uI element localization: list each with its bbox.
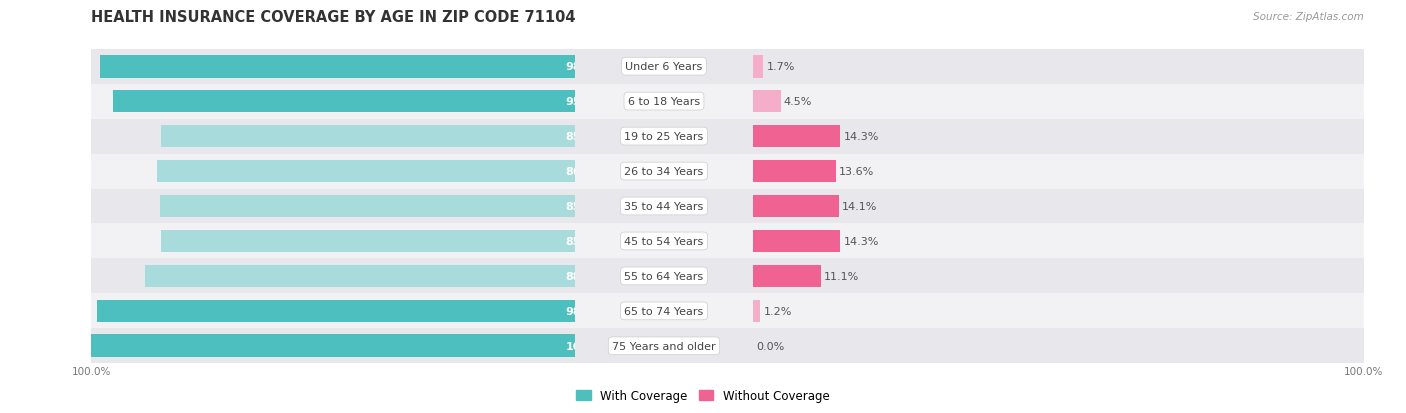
Bar <box>100 56 575 78</box>
Text: 75 Years and older: 75 Years and older <box>612 341 716 351</box>
Text: 19 to 25 Years: 19 to 25 Years <box>624 132 703 142</box>
Text: 35 to 44 Years: 35 to 44 Years <box>624 202 703 211</box>
Text: 88.9%: 88.9% <box>565 271 605 281</box>
Bar <box>754 84 1364 119</box>
Text: 98.3%: 98.3% <box>565 62 603 72</box>
Bar <box>575 154 754 189</box>
Text: Source: ZipAtlas.com: Source: ZipAtlas.com <box>1253 12 1364 22</box>
Text: 45 to 54 Years: 45 to 54 Years <box>624 236 703 247</box>
Text: 98.8%: 98.8% <box>565 306 605 316</box>
Text: 26 to 34 Years: 26 to 34 Years <box>624 166 703 177</box>
Text: 1.2%: 1.2% <box>763 306 792 316</box>
Bar <box>575 224 754 259</box>
Bar <box>91 154 575 189</box>
Bar <box>145 265 575 287</box>
Text: 85.9%: 85.9% <box>565 202 603 211</box>
Bar <box>754 230 841 253</box>
Bar <box>754 56 763 78</box>
Bar <box>157 160 575 183</box>
Text: 0.0%: 0.0% <box>756 341 785 351</box>
Bar <box>575 294 754 329</box>
Text: 100.0%: 100.0% <box>565 341 612 351</box>
Bar <box>754 126 841 148</box>
Bar <box>97 300 575 323</box>
Bar <box>754 265 821 287</box>
Bar <box>112 90 575 113</box>
Bar <box>754 329 1364 363</box>
Bar <box>575 84 754 119</box>
Bar <box>575 189 754 224</box>
Bar <box>754 189 1364 224</box>
Bar <box>754 160 837 183</box>
Text: 6 to 18 Years: 6 to 18 Years <box>628 97 700 107</box>
Text: 85.7%: 85.7% <box>565 132 603 142</box>
Text: HEALTH INSURANCE COVERAGE BY AGE IN ZIP CODE 71104: HEALTH INSURANCE COVERAGE BY AGE IN ZIP … <box>91 10 576 25</box>
Bar <box>754 294 1364 329</box>
Bar <box>754 300 761 323</box>
Bar <box>91 329 575 363</box>
Bar <box>575 329 754 363</box>
Bar <box>754 259 1364 294</box>
Text: 14.3%: 14.3% <box>844 132 879 142</box>
Bar <box>159 195 575 218</box>
Text: 95.5%: 95.5% <box>565 97 603 107</box>
Text: 14.1%: 14.1% <box>842 202 877 211</box>
Bar <box>160 230 575 253</box>
Bar <box>754 90 780 113</box>
Legend: With Coverage, Without Coverage: With Coverage, Without Coverage <box>572 385 834 407</box>
Bar <box>91 224 575 259</box>
Text: 1.7%: 1.7% <box>766 62 794 72</box>
Bar <box>754 119 1364 154</box>
Bar <box>575 119 754 154</box>
Bar <box>91 119 575 154</box>
Text: 14.3%: 14.3% <box>844 236 879 247</box>
Bar <box>91 84 575 119</box>
Text: 11.1%: 11.1% <box>824 271 859 281</box>
Text: 86.4%: 86.4% <box>565 166 605 177</box>
Text: 55 to 64 Years: 55 to 64 Years <box>624 271 703 281</box>
Text: 4.5%: 4.5% <box>783 97 813 107</box>
Bar <box>754 154 1364 189</box>
Text: 85.7%: 85.7% <box>565 236 603 247</box>
Bar <box>91 189 575 224</box>
Text: 13.6%: 13.6% <box>839 166 875 177</box>
Bar <box>91 335 575 357</box>
Bar <box>575 50 754 84</box>
Bar <box>91 259 575 294</box>
Bar <box>575 259 754 294</box>
Bar <box>91 50 575 84</box>
Bar <box>91 294 575 329</box>
Bar <box>754 50 1364 84</box>
Bar <box>754 195 839 218</box>
Text: Under 6 Years: Under 6 Years <box>626 62 703 72</box>
Bar <box>160 126 575 148</box>
Bar <box>754 224 1364 259</box>
Text: 65 to 74 Years: 65 to 74 Years <box>624 306 703 316</box>
